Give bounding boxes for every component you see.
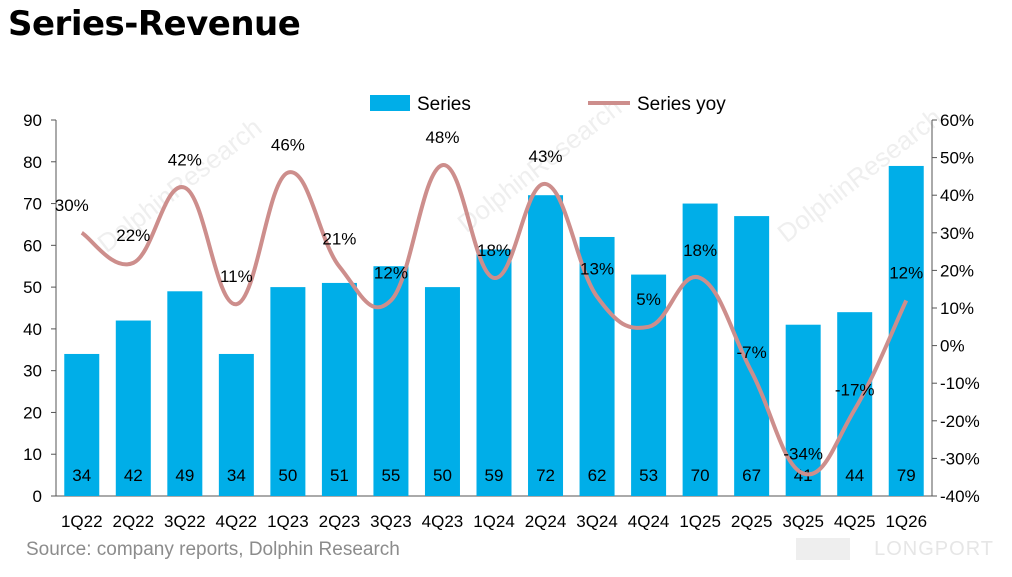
bar (218, 353, 254, 496)
bar-value-label: 79 (897, 466, 916, 485)
x-tick-label: 4Q23 (422, 512, 464, 531)
brand-logo: LONGPORT (874, 538, 994, 560)
bar-value-label: 34 (227, 466, 246, 485)
bar (167, 291, 203, 496)
y-left-tick-label: 20 (23, 403, 42, 422)
x-tick-label: 1Q25 (679, 512, 721, 531)
brand-logo-mark (796, 538, 850, 560)
yoy-data-label: 5% (636, 290, 661, 309)
bar (734, 216, 770, 497)
y-left-tick-label: 40 (23, 320, 42, 339)
x-tick-label: 1Q24 (473, 512, 515, 531)
bar (528, 195, 564, 496)
yoy-data-label: 12% (889, 263, 923, 282)
x-tick-label: 1Q22 (61, 512, 103, 531)
bar (424, 287, 460, 496)
bar (579, 236, 615, 496)
yoy-data-label: 43% (529, 147, 563, 166)
bar (785, 324, 821, 496)
bar-value-label: 50 (278, 466, 297, 485)
bar (321, 282, 357, 496)
yoy-data-label: 18% (477, 241, 511, 260)
yoy-data-label: 11% (220, 267, 253, 286)
y-left-tick-label: 50 (23, 278, 42, 297)
yoy-data-label: -34% (783, 444, 823, 463)
bar (64, 353, 100, 496)
bar-value-label: 50 (433, 466, 452, 485)
bar-value-label: 62 (588, 466, 607, 485)
y-right-tick-label: 40% (940, 186, 974, 205)
y-left-tick-label: 10 (23, 445, 42, 464)
y-left-tick-label: 70 (23, 195, 42, 214)
series-yoy-line (80, 163, 909, 477)
yoy-data-label: 13% (580, 260, 614, 279)
x-tick-label: 3Q22 (164, 512, 206, 531)
y-left-tick-label: 0 (33, 487, 42, 506)
y-left-tick-label: 30 (23, 362, 42, 381)
yoy-data-label: 12% (374, 263, 408, 282)
source-note: Source: company reports, Dolphin Researc… (26, 539, 400, 560)
bar-value-label: 72 (536, 466, 555, 485)
yoy-data-label: -17% (835, 381, 875, 400)
y-right-tick-label: -20% (940, 412, 980, 431)
y-right-tick-label: 30% (940, 224, 974, 243)
y-right-tick-label: -30% (940, 449, 980, 468)
bar-value-label: 70 (691, 466, 710, 485)
yoy-data-label: 30% (55, 196, 89, 215)
y-right-tick-label: 20% (940, 261, 974, 280)
y-right-tick-label: -40% (940, 487, 980, 506)
bar-value-label: 67 (742, 466, 761, 485)
x-tick-label: 4Q22 (216, 512, 258, 531)
bar-value-label: 51 (330, 466, 349, 485)
bar-value-label: 49 (175, 466, 194, 485)
y-right-tick-label: 10% (940, 299, 974, 318)
bar-value-label: 34 (72, 466, 91, 485)
bar-value-label: 42 (124, 466, 143, 485)
y-right-tick-label: 50% (940, 149, 974, 168)
yoy-data-label: 42% (168, 151, 202, 170)
bar (631, 274, 667, 496)
bar-value-label: 44 (845, 466, 864, 485)
x-tick-label: 4Q25 (834, 512, 876, 531)
yoy-data-label: 18% (683, 241, 717, 260)
x-tick-label: 4Q24 (628, 512, 670, 531)
bar (373, 266, 409, 496)
bar (115, 320, 151, 496)
bar (837, 312, 873, 496)
chart-title: Series-Revenue (8, 4, 301, 44)
legend-swatch-series (370, 95, 410, 111)
y-left-tick-label: 90 (23, 111, 42, 130)
bar-value-label: 53 (639, 466, 658, 485)
x-tick-label: 1Q23 (267, 512, 309, 531)
y-left-tick-label: 80 (23, 153, 42, 172)
x-tick-label: 2Q24 (525, 512, 567, 531)
y-right-tick-label: -10% (940, 374, 980, 393)
x-tick-label: 2Q25 (731, 512, 773, 531)
y-left-tick-label: 60 (23, 236, 42, 255)
legend-label-series-yoy: Series yoy (637, 94, 726, 115)
bar-value-label: 55 (381, 466, 400, 485)
x-tick-label: 2Q23 (319, 512, 361, 531)
bar (270, 287, 306, 496)
y-right-tick-label: 60% (940, 111, 974, 130)
x-tick-label: 1Q26 (885, 512, 927, 531)
x-tick-label: 3Q25 (782, 512, 824, 531)
yoy-data-label: 48% (425, 128, 459, 147)
yoy-data-label: 21% (322, 230, 356, 249)
y-right-tick-label: 0% (940, 337, 965, 356)
yoy-data-label: -7% (737, 343, 767, 362)
legend-label-series: Series (417, 94, 471, 115)
bar-value-label: 59 (485, 466, 504, 485)
x-tick-label: 3Q24 (576, 512, 618, 531)
yoy-data-label: 22% (116, 226, 150, 245)
yoy-data-label: 46% (271, 136, 305, 155)
x-tick-label: 2Q22 (112, 512, 154, 531)
bar (476, 249, 512, 496)
x-tick-label: 3Q23 (370, 512, 412, 531)
bar (682, 203, 718, 497)
